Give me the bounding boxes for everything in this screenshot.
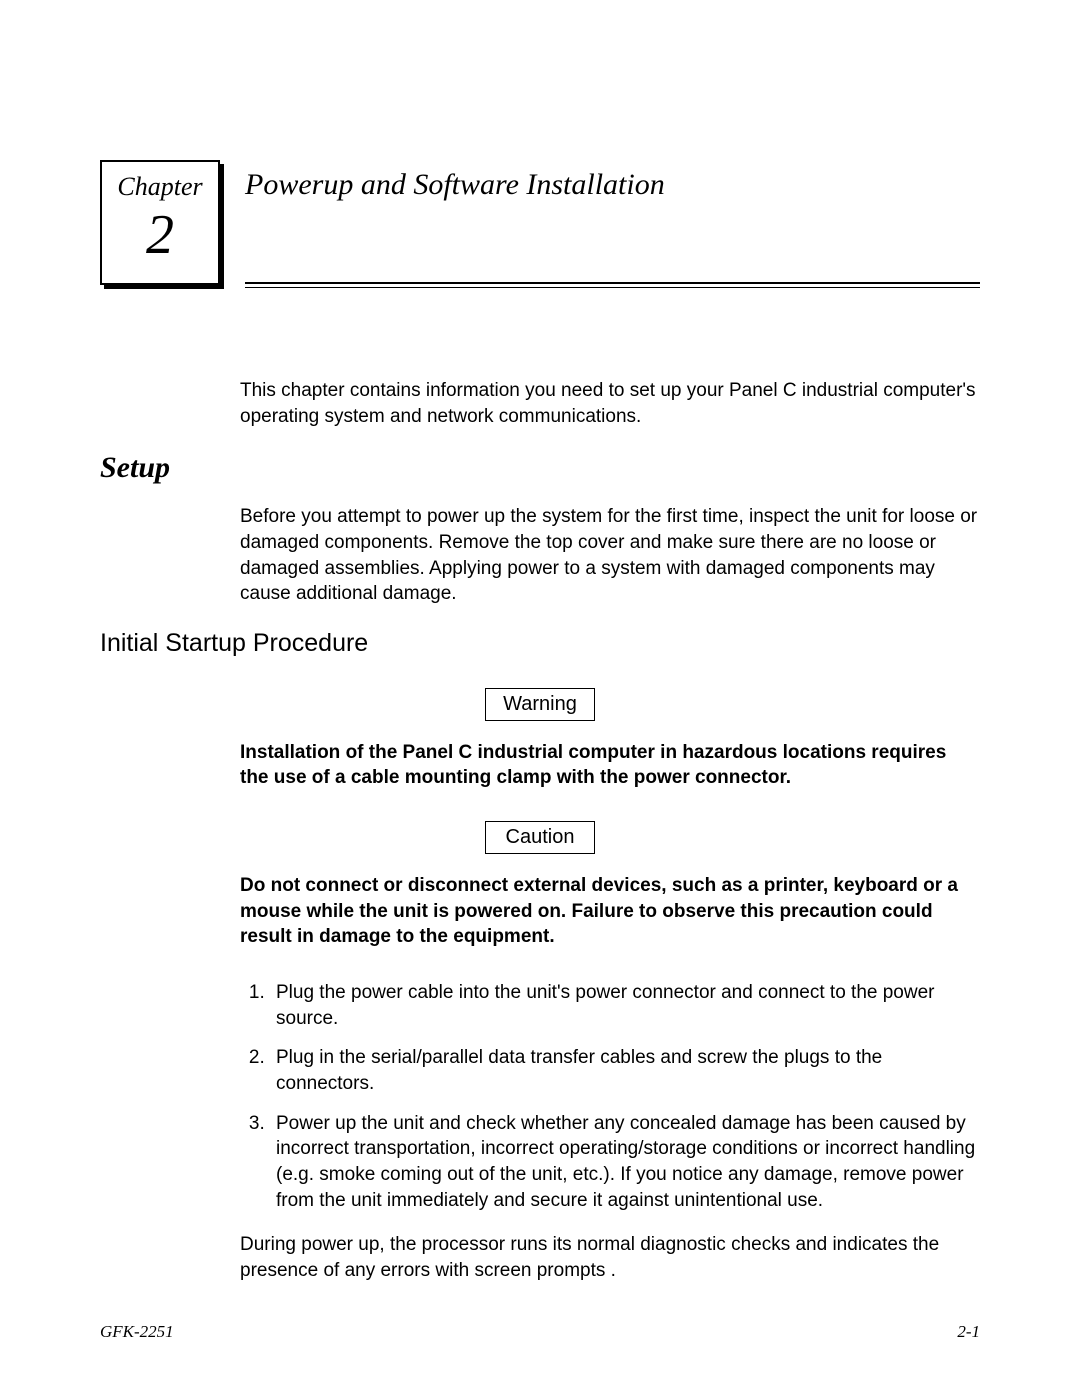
step-item: Plug the power cable into the unit's pow… xyxy=(270,980,980,1031)
intro-paragraph: This chapter contains information you ne… xyxy=(240,378,980,429)
caution-text: Do not connect or disconnect external de… xyxy=(240,873,970,950)
page-container: Chapter 2 Powerup and Software Installat… xyxy=(0,0,1080,1397)
page-footer: GFK-2251 2-1 xyxy=(100,1322,980,1342)
closing-paragraph: During power up, the processor runs its … xyxy=(240,1232,980,1283)
title-area: Powerup and Software Installation xyxy=(245,160,980,288)
chapter-box: Chapter 2 xyxy=(100,160,220,285)
chapter-number: 2 xyxy=(102,202,218,269)
warning-text: Installation of the Panel C industrial c… xyxy=(240,740,970,791)
header-rule xyxy=(245,282,980,288)
chapter-title: Powerup and Software Installation xyxy=(245,168,980,202)
warning-box: Warning xyxy=(485,688,595,721)
footer-doc-id: GFK-2251 xyxy=(100,1322,174,1342)
step-item: Power up the unit and check whether any … xyxy=(270,1111,980,1214)
chapter-label: Chapter xyxy=(102,172,218,202)
chapter-header: Chapter 2 Powerup and Software Installat… xyxy=(100,160,980,288)
step-item: Plug in the serial/parallel data transfe… xyxy=(270,1045,980,1096)
content-area: This chapter contains information you ne… xyxy=(100,378,980,1283)
setup-heading: Setup xyxy=(100,451,980,485)
procedure-steps: Plug the power cable into the unit's pow… xyxy=(240,980,980,1213)
footer-page-number: 2-1 xyxy=(957,1322,980,1342)
procedure-heading: Initial Startup Procedure xyxy=(100,629,980,658)
setup-paragraph: Before you attempt to power up the syste… xyxy=(240,504,980,607)
caution-box: Caution xyxy=(485,821,595,854)
